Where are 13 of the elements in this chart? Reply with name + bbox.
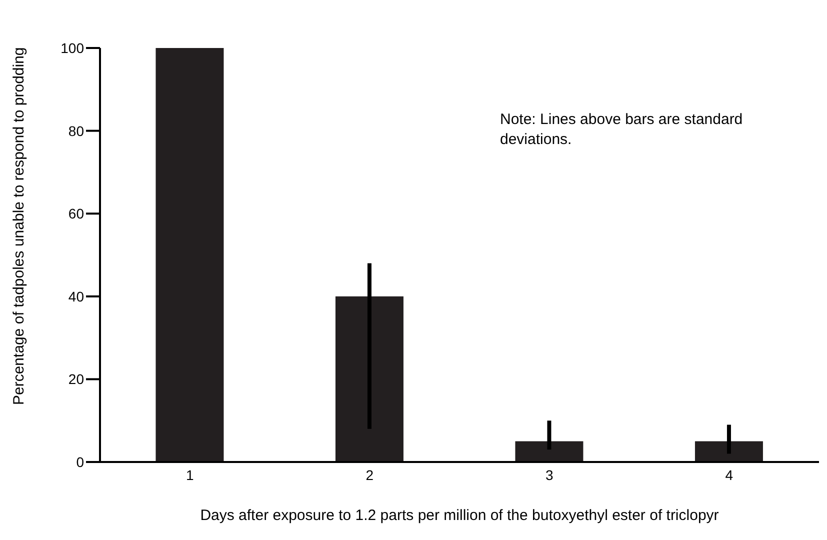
x-axis-title: Days after exposure to 1.2 parts per million of the butoxyethyl ester of triclopyr <box>200 507 719 524</box>
y-tick-label: 0 <box>76 454 84 470</box>
y-tick-label: 20 <box>68 371 84 388</box>
x-tick-label: 4 <box>725 466 734 483</box>
x-tick-label: 2 <box>366 466 374 483</box>
x-tick-label: 1 <box>186 466 194 483</box>
y-tick-label: 40 <box>68 288 84 304</box>
y-tick-label: 60 <box>68 206 84 222</box>
y-tick-label: 80 <box>68 122 84 139</box>
annotation: Note: Lines above bars are standard deviations. <box>500 110 744 150</box>
y-axis-title: Percentage of tadpoles unable to respond to prodding <box>10 47 28 405</box>
x-tick-label: 3 <box>545 466 554 483</box>
y-tick-label: 100 <box>60 40 84 56</box>
